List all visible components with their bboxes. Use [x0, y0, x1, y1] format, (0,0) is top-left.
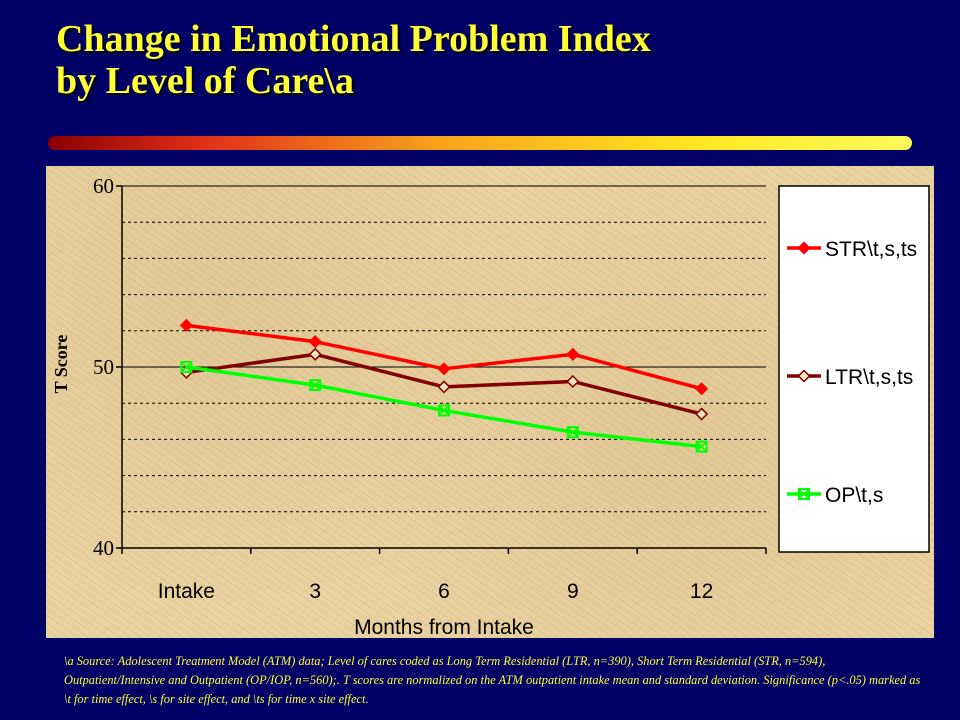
- data-point-0-0: [179, 318, 193, 332]
- x-tick-label: 6: [438, 580, 450, 603]
- y-tick-label: 40: [93, 536, 114, 560]
- gradient-divider: [48, 136, 912, 150]
- data-point-2-3: [566, 426, 579, 439]
- line-chart: 40 50 60 Intake 3 6 9 12 Months from Intake T Sco…: [51, 174, 930, 638]
- x-tick-label: 12: [690, 580, 713, 603]
- title-line-2: by Level of Care\a: [56, 60, 354, 102]
- legend-label: STR\t,s,ts: [825, 238, 917, 261]
- data-point-1-2: [437, 380, 451, 394]
- source-footnote: \a Source: Adolescent Treatment Model (A…: [64, 654, 921, 706]
- data-point-0-2: [437, 362, 451, 376]
- data-point-0-3: [566, 347, 580, 361]
- data-point-2-2: [438, 404, 450, 417]
- data-point-2-0: [180, 361, 193, 373]
- chart-panel: 40 50 60 Intake 3 6 9 12 Months from Intake T Sco…: [46, 166, 934, 638]
- legend-marker-0: [797, 241, 811, 255]
- data-point-2-1: [309, 379, 322, 392]
- y-tick-label: 50: [93, 355, 114, 379]
- series-line-2: [186, 365, 702, 449]
- title-line-1: Change in Emotional Problem Index: [56, 18, 651, 60]
- legend-marker-1: [797, 369, 811, 383]
- legend-marker-2: [798, 488, 810, 500]
- data-point-1-4: [695, 407, 709, 421]
- x-tick-label: 9: [567, 580, 579, 603]
- y-tick-label: 60: [93, 174, 114, 198]
- data-point-1-1: [308, 347, 322, 361]
- data-point-1-3: [566, 374, 580, 389]
- legend-label: OP\t,s: [825, 484, 883, 507]
- data-point-0-1: [308, 335, 322, 349]
- data-point-2-4: [695, 440, 708, 453]
- data-point-0-4: [695, 382, 709, 396]
- x-tick-label: 3: [309, 580, 321, 603]
- y-axis-title: T Score: [51, 335, 71, 394]
- slide-title: Change in Emotional Problem Index by Lev…: [56, 18, 916, 102]
- x-axis-title: Months from Intake: [354, 616, 534, 638]
- legend-label: LTR\t,s,ts: [825, 366, 913, 389]
- x-tick-label: Intake: [158, 580, 215, 603]
